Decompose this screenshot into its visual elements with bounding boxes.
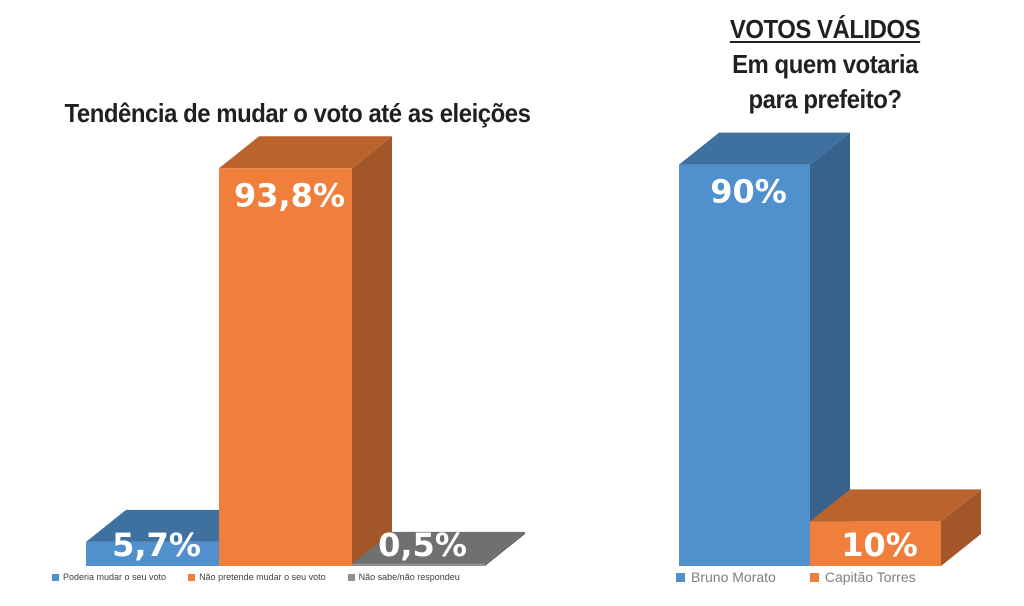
bar-front-bruno-morato	[679, 164, 810, 566]
value-label-bruno-morato: 90%	[710, 173, 787, 211]
value-label-poderia-mudar-o-seu-voto: 5,7%	[112, 526, 201, 564]
bar-side-capitao-torres	[941, 489, 981, 566]
legend-item-capitao-torres: Capitão Torres	[809, 569, 916, 585]
bar-top-bruno-morato	[679, 132, 850, 165]
bar-bruno-morato: 90%	[679, 132, 850, 566]
value-label-nao-sabe-nao-respondeu: 0,5%	[378, 526, 467, 564]
legend-label-bruno-morato: Bruno Morato	[691, 569, 776, 585]
legend-label-nao-sabe: Não sabe/não respondeu	[358, 572, 460, 582]
chart-title-line-3: para prefeito?	[748, 84, 902, 114]
legend-item-nao-sabe: Não sabe/não respondeu	[347, 572, 460, 582]
legend-label-poderia: Poderia mudar o seu voto	[63, 572, 167, 582]
bar-side-nao-pretende-mudar-o-seu-voto	[352, 136, 392, 566]
bar-side-bruno-morato	[810, 132, 850, 566]
legend-item-bruno-morato: Bruno Morato	[676, 569, 776, 585]
legend-item-nao-pretende: Não pretende mudar o seu voto	[188, 572, 326, 582]
value-label-capitao-torres: 10%	[841, 526, 918, 564]
legend-swatch-poderia	[52, 573, 59, 581]
bar-front-nao-sabe-nao-respondeu	[352, 563, 485, 566]
bar-top-capitao-torres	[810, 489, 981, 522]
legend-swatch-nao-sabe	[347, 573, 355, 581]
legend-item-poderia: Poderia mudar o seu voto	[52, 572, 166, 582]
bar-nao-sabe-nao-respondeu: 0,5%	[352, 526, 525, 566]
chart-2-bars: 90% 10%	[679, 132, 981, 566]
bar-front-poderia-mudar-o-seu-voto	[86, 541, 219, 566]
legend-tendencia: Poderia mudar o seu voto Não pretende mu…	[52, 572, 482, 582]
bar-top-nao-sabe-nao-respondeu	[352, 531, 525, 564]
bar-front-nao-pretende-mudar-o-seu-voto	[219, 168, 352, 566]
bar-top-nao-pretende-mudar-o-seu-voto	[219, 136, 392, 169]
bar-side-nao-sabe-nao-respondeu	[485, 531, 525, 566]
legend-swatch-capitao-torres	[809, 572, 819, 582]
chart-title-line-2: Em quem votaria	[732, 49, 918, 79]
legend-label-capitao-torres: Capitão Torres	[824, 569, 916, 585]
bar-front-capitao-torres	[810, 521, 941, 566]
chart-title-votos-validos: VOTOS VÁLIDOS Em quem votaria para prefe…	[701, 12, 949, 117]
bar-nao-pretende-mudar-o-seu-voto: 93,8%	[219, 136, 392, 566]
bar-top-poderia-mudar-o-seu-voto	[86, 509, 259, 542]
chart-title-line-1: VOTOS VÁLIDOS	[729, 14, 921, 44]
bar-capitao-torres: 10%	[810, 489, 981, 566]
legend-label-nao-pretende: Não pretende mudar o seu voto	[199, 572, 326, 582]
legend-swatch-bruno-morato	[676, 572, 685, 582]
chart-1-bars: 5,7% 93,8% 0,5%	[86, 136, 525, 566]
value-label-nao-pretende-mudar-o-seu-voto: 93,8%	[234, 176, 345, 214]
chart-title-tendencia: Tendência de mudar o voto até as eleiçõe…	[64, 98, 531, 128]
legend-votos-validos: Bruno Morato Capitão Torres	[676, 569, 950, 585]
legend-swatch-nao-pretende	[188, 573, 196, 581]
